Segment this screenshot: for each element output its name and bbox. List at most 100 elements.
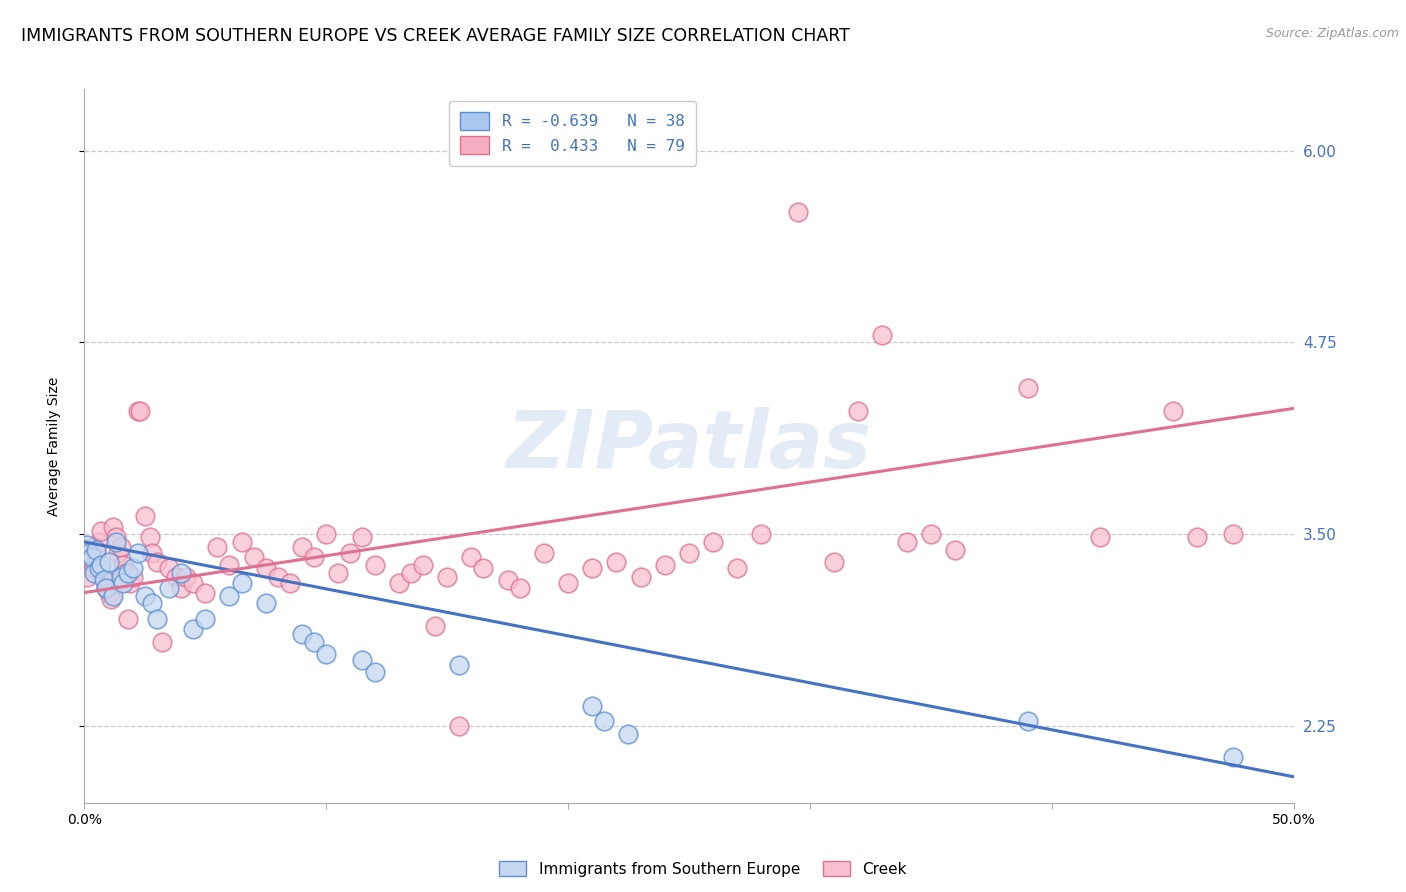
- Point: [80, 540, 103, 554]
- Point: [104, 535, 127, 549]
- Point: [174, 570, 197, 584]
- Point: [80, 550, 103, 565]
- Point: [315, 647, 337, 661]
- Point: [86, 542, 108, 557]
- Point: [93, 570, 115, 584]
- Point: [120, 576, 142, 591]
- Point: [218, 589, 240, 603]
- Point: [254, 561, 277, 575]
- Point: [97, 555, 120, 569]
- Y-axis label: Average Family Size: Average Family Size: [46, 376, 60, 516]
- Point: [90, 524, 112, 538]
- Point: [103, 519, 125, 533]
- Point: [399, 566, 422, 580]
- Text: Source: ZipAtlas.com: Source: ZipAtlas.com: [1265, 27, 1399, 40]
- Point: [110, 570, 132, 584]
- Point: [93, 574, 115, 588]
- Point: [121, 570, 143, 584]
- Point: [654, 558, 676, 572]
- Point: [254, 596, 277, 610]
- Point: [291, 540, 314, 554]
- Point: [170, 566, 193, 580]
- Point: [127, 404, 149, 418]
- Point: [87, 535, 110, 549]
- Point: [1088, 530, 1111, 544]
- Point: [127, 546, 149, 560]
- Point: [823, 555, 845, 569]
- Point: [97, 585, 120, 599]
- Point: [218, 558, 240, 572]
- Point: [363, 665, 385, 680]
- Point: [460, 550, 482, 565]
- Point: [170, 581, 193, 595]
- Point: [920, 527, 942, 541]
- Point: [94, 581, 117, 595]
- Legend: Immigrants from Southern Europe, Creek: Immigrants from Southern Europe, Creek: [491, 853, 915, 884]
- Point: [110, 540, 132, 554]
- Point: [138, 530, 160, 544]
- Point: [1017, 381, 1039, 395]
- Text: IMMIGRANTS FROM SOUTHERN EUROPE VS CREEK AVERAGE FAMILY SIZE CORRELATION CHART: IMMIGRANTS FROM SOUTHERN EUROPE VS CREEK…: [21, 27, 851, 45]
- Point: [315, 527, 337, 541]
- Point: [786, 205, 808, 219]
- Point: [104, 530, 127, 544]
- Point: [83, 561, 105, 575]
- Point: [449, 719, 471, 733]
- Point: [1161, 404, 1184, 418]
- Point: [181, 576, 204, 591]
- Point: [605, 555, 627, 569]
- Point: [509, 581, 531, 595]
- Point: [339, 546, 361, 560]
- Point: [267, 570, 290, 584]
- Point: [302, 634, 325, 648]
- Point: [134, 589, 156, 603]
- Point: [117, 566, 139, 580]
- Point: [896, 535, 918, 549]
- Point: [77, 546, 100, 560]
- Point: [114, 566, 136, 580]
- Point: [117, 612, 139, 626]
- Point: [121, 561, 143, 575]
- Point: [593, 714, 616, 729]
- Point: [872, 327, 894, 342]
- Point: [352, 530, 374, 544]
- Point: [134, 508, 156, 523]
- Point: [557, 576, 579, 591]
- Point: [103, 589, 125, 603]
- Point: [165, 570, 187, 584]
- Point: [1222, 527, 1244, 541]
- Point: [581, 699, 603, 714]
- Point: [100, 591, 122, 606]
- Point: [702, 535, 724, 549]
- Point: [1017, 714, 1039, 729]
- Point: [751, 527, 773, 541]
- Point: [423, 619, 446, 633]
- Point: [943, 542, 966, 557]
- Point: [107, 546, 129, 560]
- Point: [1185, 530, 1208, 544]
- Point: [90, 558, 112, 572]
- Point: [449, 657, 471, 672]
- Point: [533, 546, 555, 560]
- Point: [141, 546, 163, 560]
- Point: [278, 576, 301, 591]
- Point: [231, 535, 253, 549]
- Point: [302, 550, 325, 565]
- Text: ZIPatlas: ZIPatlas: [506, 407, 872, 485]
- Point: [436, 570, 458, 584]
- Point: [846, 404, 869, 418]
- Point: [242, 550, 264, 565]
- Point: [157, 581, 180, 595]
- Point: [181, 623, 204, 637]
- Point: [496, 574, 519, 588]
- Point: [291, 627, 314, 641]
- Point: [328, 566, 350, 580]
- Point: [129, 404, 152, 418]
- Point: [194, 585, 217, 599]
- Point: [725, 561, 748, 575]
- Point: [352, 653, 374, 667]
- Point: [146, 612, 169, 626]
- Point: [231, 576, 253, 591]
- Point: [94, 581, 117, 595]
- Point: [1222, 749, 1244, 764]
